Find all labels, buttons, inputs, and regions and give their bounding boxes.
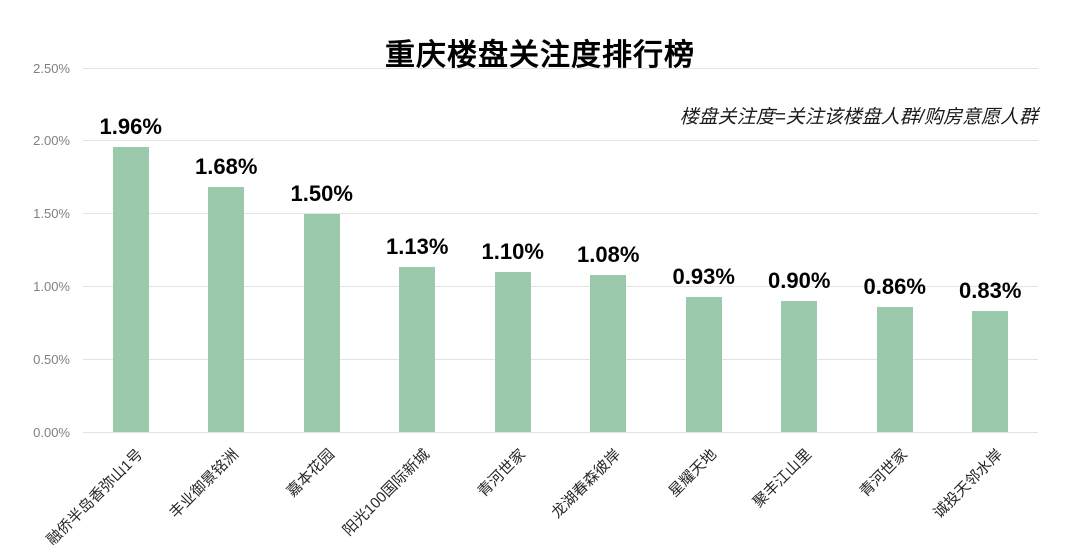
chart-annotation: 楼盘关注度=关注该楼盘人群/购房意愿人群 bbox=[679, 107, 1038, 128]
bar-value-label: 1.50% bbox=[290, 180, 353, 206]
bar-value-label: 1.08% bbox=[577, 241, 640, 267]
bar-value-label: 0.86% bbox=[863, 273, 926, 299]
bar bbox=[876, 306, 913, 432]
x-axis-category-label: 星耀天地 bbox=[665, 446, 720, 501]
bar bbox=[590, 274, 627, 432]
y-axis-tick-label: 0.50% bbox=[33, 351, 70, 367]
x-axis-category-label: 嘉本花园 bbox=[283, 446, 338, 501]
bar-value-label: 1.96% bbox=[99, 113, 162, 139]
bar bbox=[208, 187, 245, 432]
bar-value-label: 0.90% bbox=[768, 267, 831, 293]
bar-value-label: 0.83% bbox=[959, 278, 1022, 304]
x-axis-category-label: 融侨半岛香弥山1号 bbox=[43, 446, 147, 545]
x-axis-category-label: 青河世家 bbox=[474, 446, 529, 501]
y-axis-tick-label: 1.50% bbox=[33, 206, 70, 222]
bar bbox=[112, 146, 149, 432]
bar bbox=[494, 271, 531, 432]
bar-value-label: 0.93% bbox=[672, 263, 735, 289]
x-axis-category-label: 龙湖春森彼岸 bbox=[548, 446, 625, 522]
bar bbox=[685, 296, 722, 432]
x-axis-category-label: 丰业御景铭洲 bbox=[166, 446, 243, 522]
y-axis-tick-label: 2.50% bbox=[33, 60, 70, 76]
x-axis-category-label: 阳光100国际新城 bbox=[339, 446, 434, 540]
gridline bbox=[83, 358, 1038, 360]
gridline bbox=[83, 285, 1038, 287]
x-axis-category-label: 青河世家 bbox=[856, 446, 911, 501]
gridline bbox=[83, 140, 1038, 142]
y-axis-tick-label: 1.00% bbox=[33, 278, 70, 294]
bar-value-label: 1.10% bbox=[481, 238, 544, 264]
y-axis-tick-label: 0.00% bbox=[33, 424, 70, 440]
bar bbox=[399, 267, 436, 432]
gridline bbox=[83, 67, 1038, 69]
chart-title: 重庆楼盘关注度排行榜 bbox=[385, 39, 695, 72]
bar-value-label: 1.13% bbox=[386, 234, 449, 260]
bar bbox=[972, 311, 1009, 432]
bar bbox=[303, 213, 340, 432]
x-axis-category-label: 诚投天邻水岸 bbox=[930, 446, 1007, 522]
bar bbox=[781, 300, 818, 432]
gridline bbox=[83, 431, 1038, 433]
x-axis-category-label: 聚丰江山里 bbox=[750, 446, 816, 512]
y-axis-tick-label: 2.00% bbox=[33, 133, 70, 149]
bar-value-label: 1.68% bbox=[195, 154, 258, 180]
gridline bbox=[83, 213, 1038, 215]
